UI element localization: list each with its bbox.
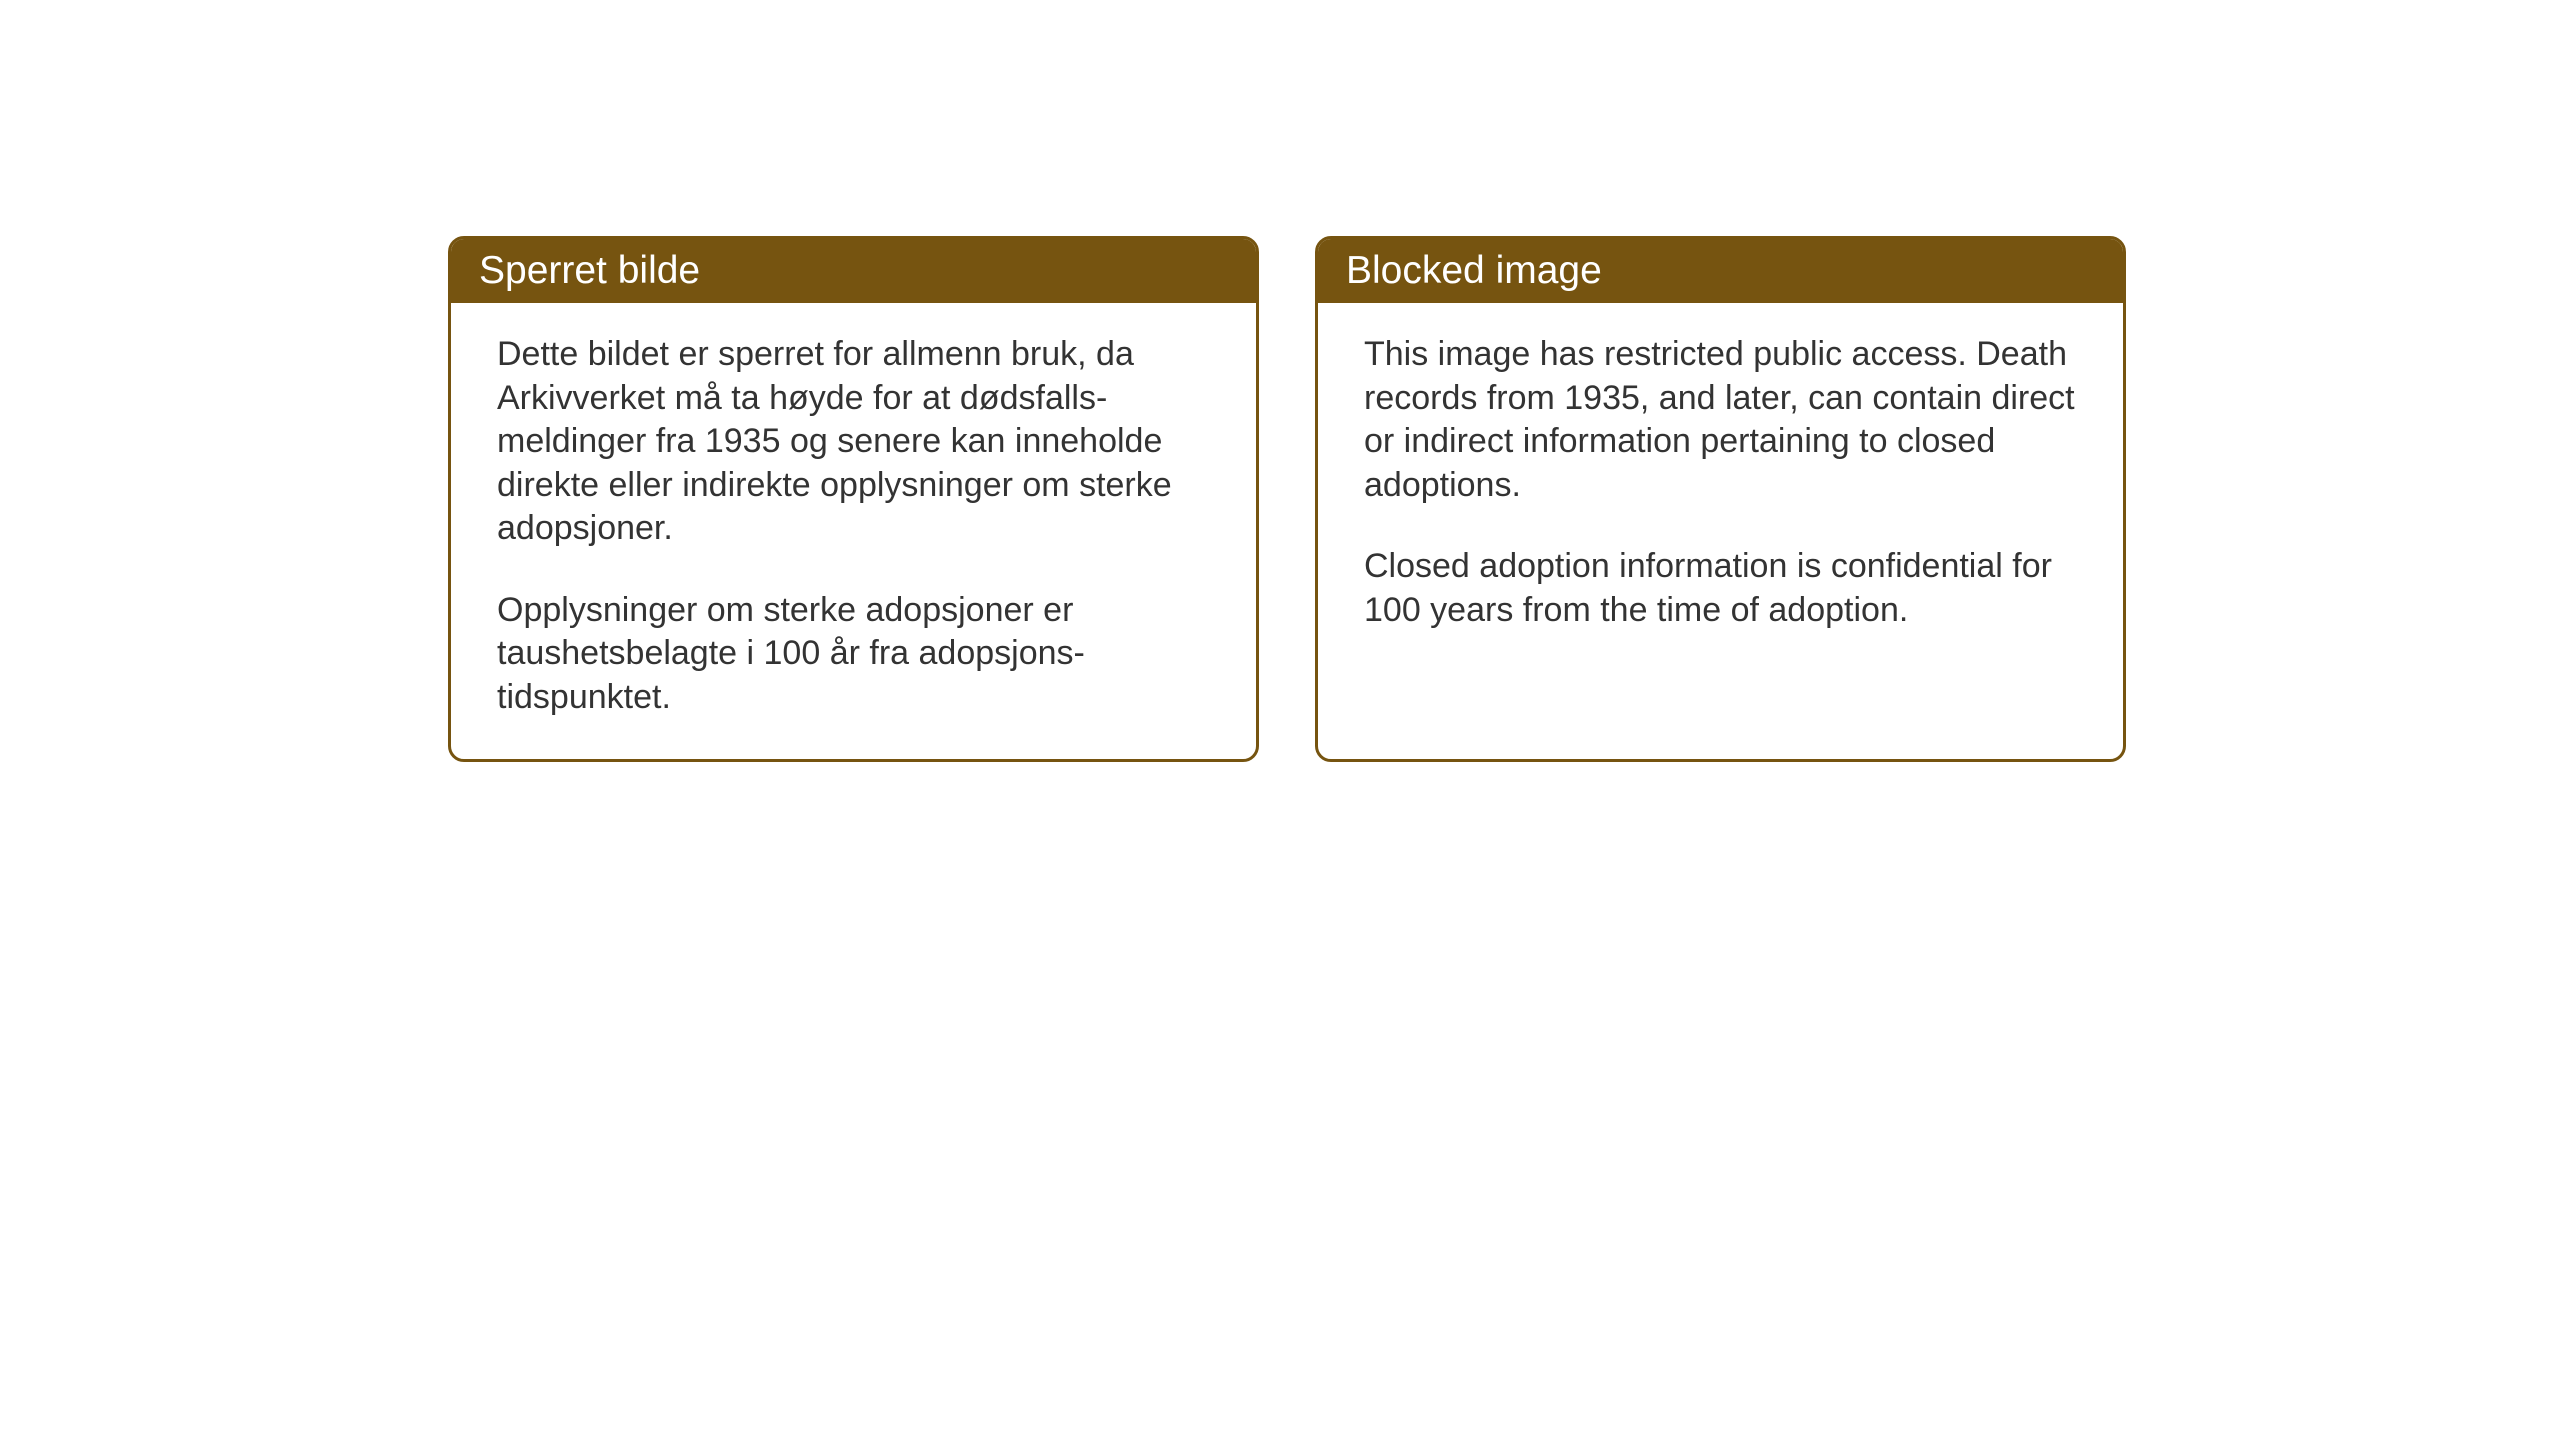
notice-body-norwegian: Dette bildet er sperret for allmenn bruk… [451, 303, 1256, 759]
notice-box-norwegian: Sperret bilde Dette bildet er sperret fo… [448, 236, 1259, 762]
notice-paragraph1-norwegian: Dette bildet er sperret for allmenn bruk… [497, 333, 1210, 551]
notice-title-english: Blocked image [1346, 249, 1602, 292]
notices-container: Sperret bilde Dette bildet er sperret fo… [448, 236, 2126, 762]
notice-title-norwegian: Sperret bilde [479, 249, 700, 292]
notice-paragraph2-norwegian: Opplysninger om sterke adopsjoner er tau… [497, 589, 1210, 720]
notice-paragraph1-english: This image has restricted public access.… [1364, 333, 2077, 507]
notice-box-english: Blocked image This image has restricted … [1315, 236, 2126, 762]
notice-body-english: This image has restricted public access.… [1318, 303, 2123, 672]
notice-header-english: Blocked image [1318, 239, 2123, 303]
notice-header-norwegian: Sperret bilde [451, 239, 1256, 303]
notice-paragraph2-english: Closed adoption information is confident… [1364, 545, 2077, 632]
